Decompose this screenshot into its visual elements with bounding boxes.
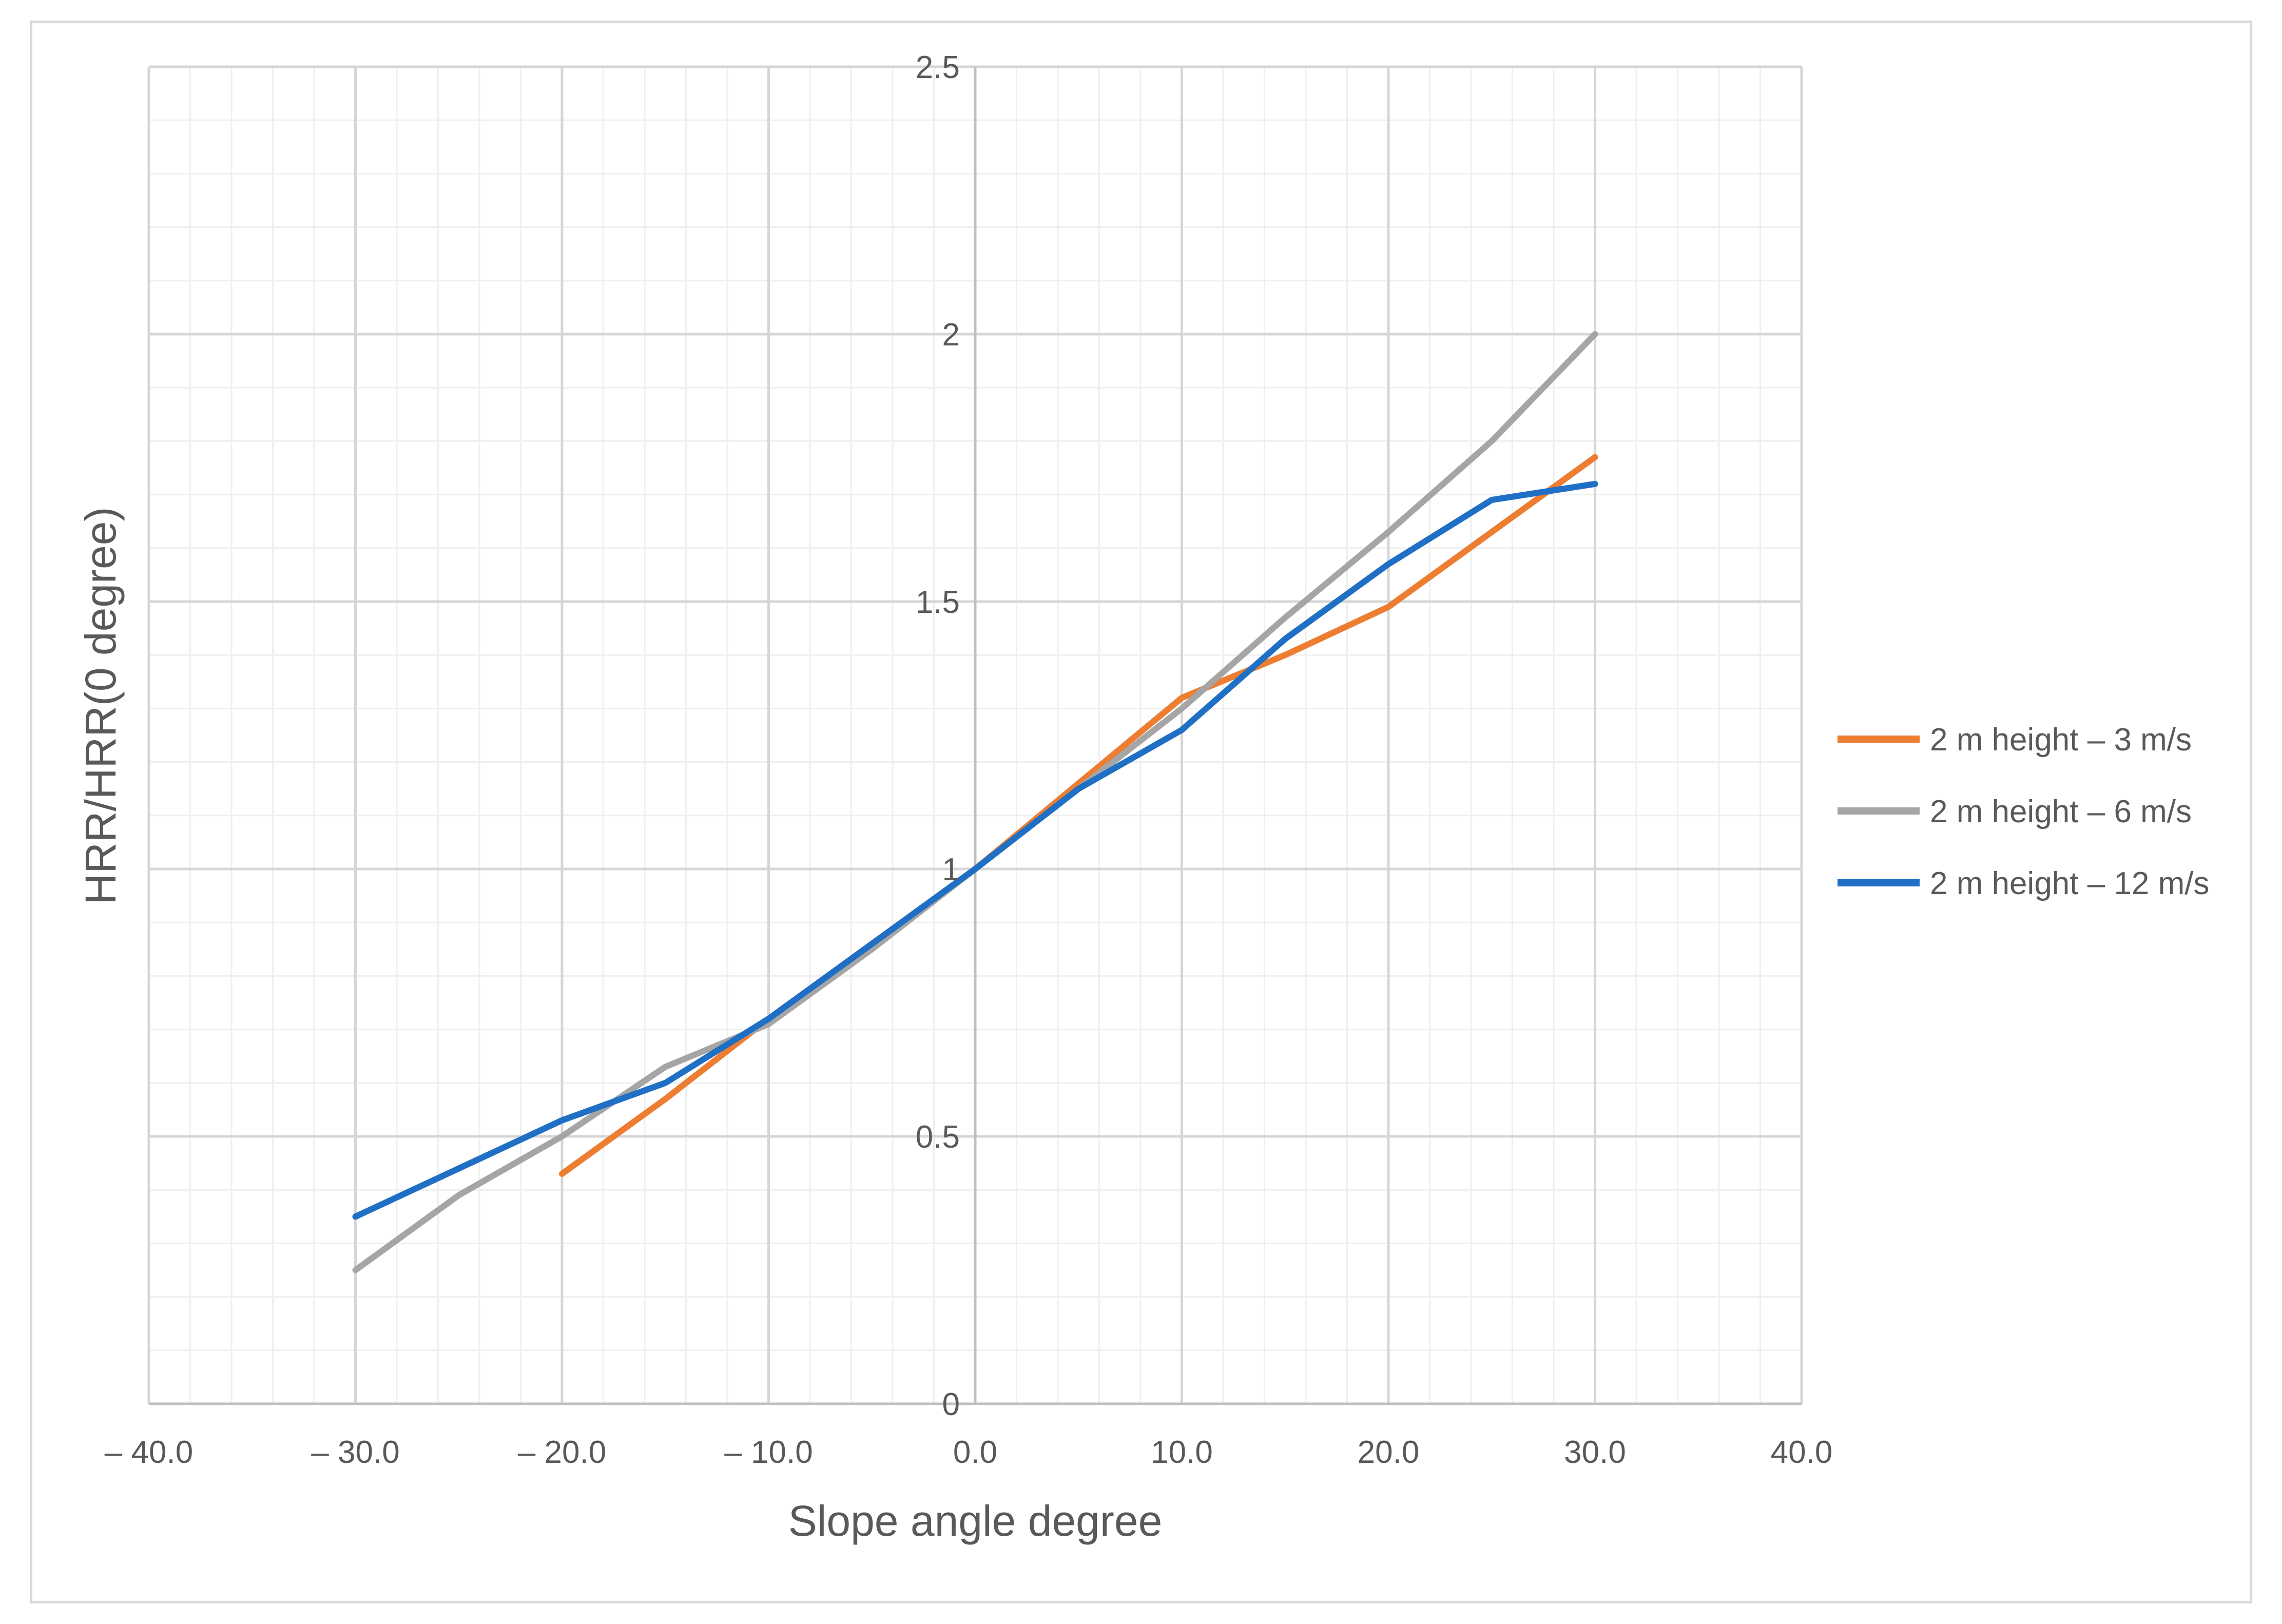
x-tick-label: – 40.0 [105,1435,193,1470]
x-tick-label: 10.0 [1151,1435,1213,1470]
series-line-3 [352,480,1598,1220]
x-tick-labels: – 40.0 – 30.0 – 20.0 – 10.0 0.0 10.0 20.0 30.0 4… [105,1435,1833,1470]
y-tick-label: 1 [942,852,960,887]
x-tick-label: – 20.0 [518,1435,606,1470]
x-tick-label: 0.0 [953,1435,997,1470]
legend-label-1: 2 m height – 3 m/s [1930,722,2192,758]
x-axis-title: Slope angle degree [788,1497,1163,1545]
y-tick-label: 0.5 [916,1119,960,1155]
x-tick-label: 30.0 [1564,1435,1626,1470]
y-tick-labels: 0 0.5 1 1.5 2 2.5 [916,50,960,1422]
x-tick-label: 40.0 [1771,1435,1833,1470]
x-tick-label: – 10.0 [724,1435,813,1470]
y-tick-label: 1.5 [916,585,960,620]
x-tick-label: – 30.0 [311,1435,399,1470]
y-tick-label: 0 [942,1387,960,1422]
y-tick-label: 2 [942,317,960,353]
legend: 2 m height – 3 m/s 2 m height – 6 m/s 2 m … [1838,722,2210,901]
y-tick-label: 2.5 [916,50,960,85]
y-axis-title: HRR/HRR(0 degree) [76,507,125,905]
series-layer [352,331,1598,1273]
series-line-1 [559,454,1598,1177]
x-tick-label: 20.0 [1358,1435,1420,1470]
axes [149,67,1802,1405]
legend-label-3: 2 m height – 12 m/s [1930,866,2210,901]
legend-label-2: 2 m height – 6 m/s [1930,794,2192,829]
